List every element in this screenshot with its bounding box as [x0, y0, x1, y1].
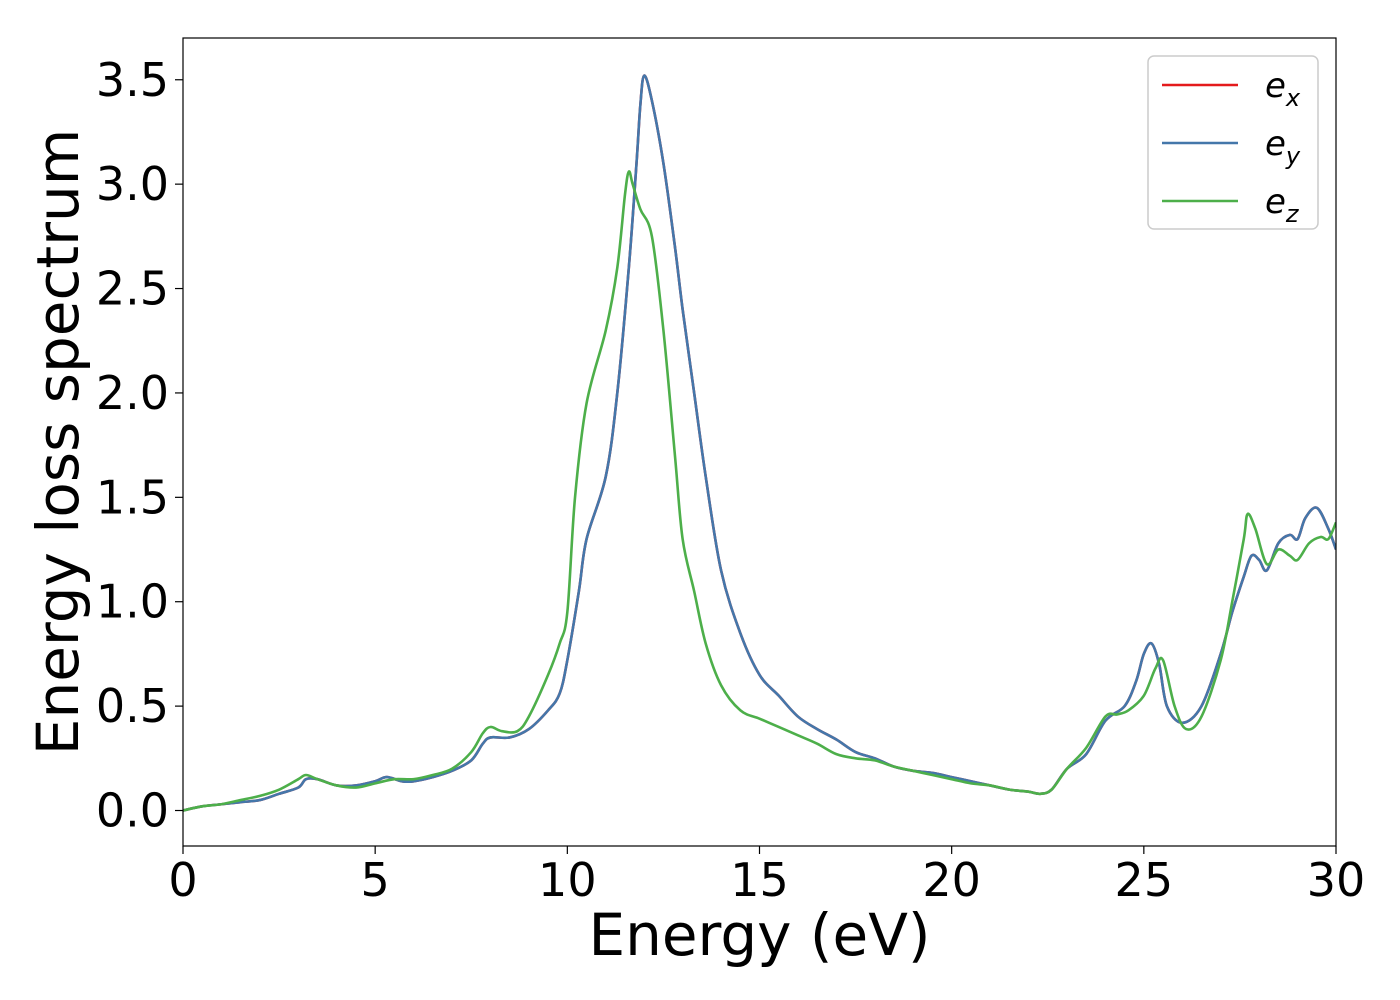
legend-label-y: ey	[1265, 124, 1301, 170]
y-tick-label: 3.5	[96, 53, 169, 107]
x-tick-label: 5	[361, 853, 390, 907]
x-axis-ticks: 0 5 10 15 20 25 30	[168, 846, 1365, 907]
legend-label-x: ex	[1265, 66, 1301, 112]
x-tick-label: 10	[538, 853, 597, 907]
y-tick-label: 1.0	[96, 575, 169, 629]
x-tick-label: 25	[1115, 853, 1174, 907]
x-tick-label: 15	[730, 853, 789, 907]
x-axis-title: Energy (eV)	[588, 901, 930, 969]
series-line-z	[183, 170, 1336, 812]
legend: ex ey ez	[1147, 55, 1319, 230]
y-tick-label: 0.0	[96, 784, 169, 838]
y-tick-label: 2.0	[96, 366, 169, 420]
x-tick-label: 30	[1307, 853, 1366, 907]
plot-lines	[183, 74, 1336, 812]
y-axis-title: Energy loss spectrum	[24, 129, 92, 755]
x-tick-label: 20	[922, 853, 981, 907]
y-axis-ticks: 0.0 0.5 1.0 1.5 2.0 2.5 3.0 3.5	[96, 53, 183, 838]
series-line-y	[183, 74, 1336, 812]
y-tick-label: 0.5	[96, 679, 169, 733]
y-tick-label: 2.5	[96, 262, 169, 316]
legend-items: ex ey ez	[1162, 66, 1301, 228]
legend-label-z: ez	[1265, 182, 1300, 228]
x-tick-label: 0	[168, 853, 197, 907]
y-tick-label: 3.0	[96, 157, 169, 211]
y-tick-label: 1.5	[96, 470, 169, 524]
